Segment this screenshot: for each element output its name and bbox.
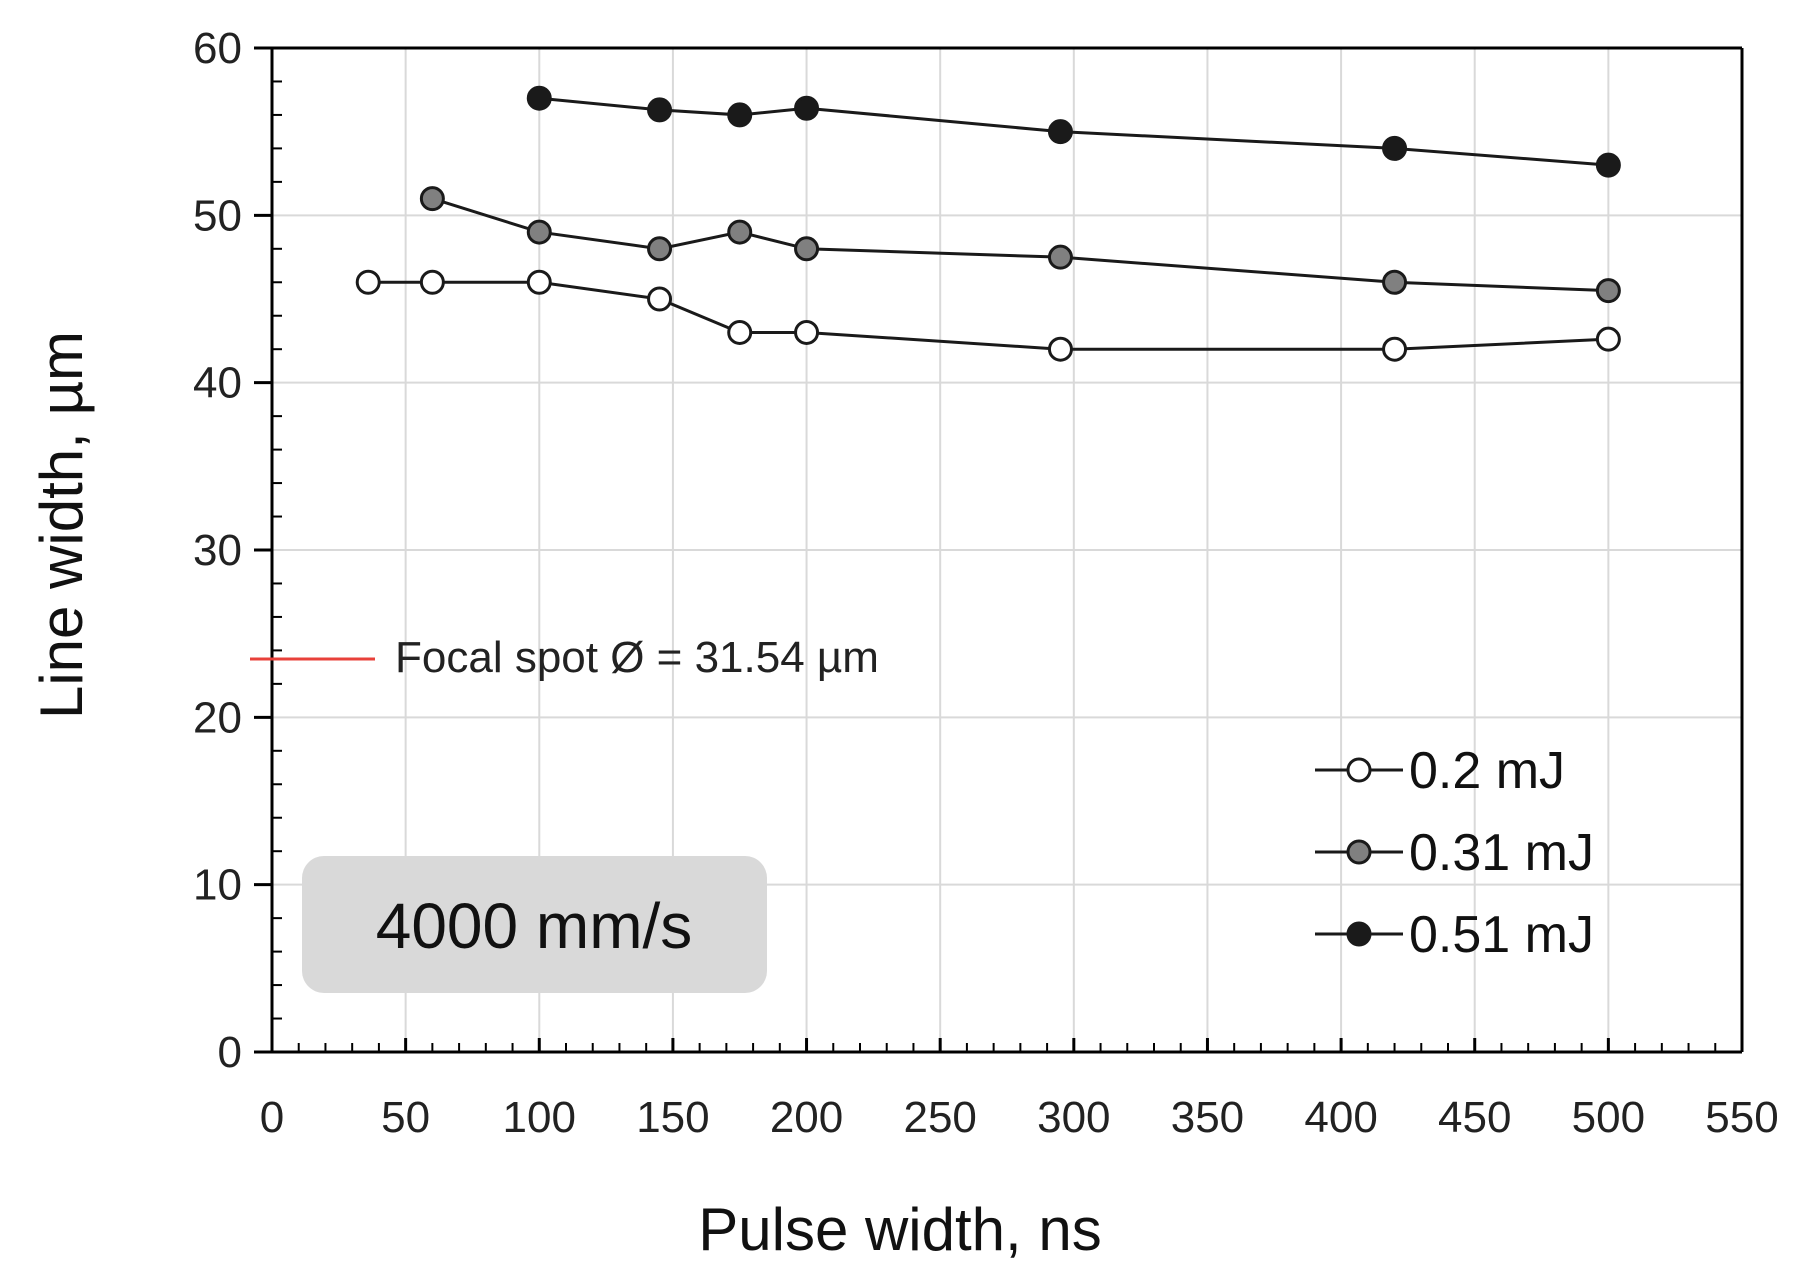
data-point — [1382, 135, 1408, 161]
series-layer — [355, 85, 1621, 362]
y-tick-label: 30 — [193, 526, 242, 575]
series-0-51-mJ — [526, 85, 1621, 178]
x-tick-label: 50 — [381, 1093, 430, 1142]
data-point — [1047, 336, 1073, 362]
data-point — [1595, 326, 1621, 352]
y-tick-label: 0 — [218, 1028, 242, 1077]
data-point — [727, 219, 753, 245]
series-line — [431, 197, 1609, 293]
data-point — [727, 102, 753, 128]
y-tick-label: 60 — [193, 24, 242, 73]
series-0-31-mJ — [419, 186, 1621, 304]
x-tick-label: 400 — [1304, 1093, 1377, 1142]
speed-label-box — [302, 856, 767, 993]
series-line — [368, 280, 1609, 351]
data-point — [526, 85, 552, 111]
x-tick-label: 500 — [1572, 1093, 1645, 1142]
data-point — [647, 236, 673, 262]
legend-marker — [1346, 757, 1372, 783]
data-point — [794, 319, 820, 345]
legend-marker — [1346, 839, 1372, 865]
x-tick-label: 300 — [1037, 1093, 1110, 1142]
legend-item: 0.31 mJ — [1315, 824, 1594, 882]
y-tick-labels: 0 10 20 30 40 50 60 — [193, 24, 242, 1077]
data-point — [526, 219, 552, 245]
x-tick-label: 450 — [1438, 1093, 1511, 1142]
data-point — [794, 95, 820, 121]
y-tick-label: 10 — [193, 861, 242, 910]
legend-label: 0.2 mJ — [1409, 742, 1565, 800]
data-point — [647, 286, 673, 312]
data-point — [1047, 244, 1073, 270]
x-tick-label: 150 — [636, 1093, 709, 1142]
legend-item: 0.2 mJ — [1315, 742, 1565, 800]
focal-spot-label: Focal spot Ø = 31.54 µm — [395, 633, 879, 682]
data-point — [1047, 119, 1073, 145]
x-axis-title: Pulse width, ns — [698, 1196, 1102, 1263]
data-point — [355, 269, 381, 295]
x-tick-label: 100 — [503, 1093, 576, 1142]
x-tick-label: 550 — [1705, 1093, 1778, 1142]
axes — [254, 46, 1744, 1054]
data-point — [1595, 278, 1621, 304]
x-tick-label: 250 — [903, 1093, 976, 1142]
legend-label: 0.31 mJ — [1409, 824, 1594, 882]
data-point — [1382, 269, 1408, 295]
data-point — [419, 186, 445, 212]
legend-item: 0.51 mJ — [1315, 906, 1594, 964]
data-point — [647, 97, 673, 123]
y-tick-label: 50 — [193, 191, 242, 240]
x-tick-label: 200 — [770, 1093, 843, 1142]
y-tick-label: 40 — [193, 359, 242, 408]
data-point — [794, 236, 820, 262]
data-point — [1382, 336, 1408, 362]
y-tick-label: 20 — [193, 693, 242, 742]
x-tick-label: 0 — [260, 1093, 284, 1142]
data-point — [727, 319, 753, 345]
legend: 0.2 mJ 0.31 mJ 0.51 mJ — [1315, 742, 1594, 964]
data-point — [419, 269, 445, 295]
legend-label: 0.51 mJ — [1409, 906, 1594, 964]
legend-marker — [1346, 921, 1372, 947]
focal-spot-annotation: Focal spot Ø = 31.54 µm — [250, 633, 879, 682]
series-0-2-mJ — [355, 269, 1621, 362]
speed-label: 4000 mm/s — [376, 890, 693, 962]
x-tick-label: 350 — [1171, 1093, 1244, 1142]
y-axis-title: Line width, µm — [28, 331, 95, 719]
speed-annotation: 4000 mm/s — [302, 856, 767, 993]
x-tick-labels: 0 50 100 150 200 250 300 350 400 450 500 550 — [260, 1093, 1779, 1142]
data-point — [526, 269, 552, 295]
data-point — [1595, 152, 1621, 178]
